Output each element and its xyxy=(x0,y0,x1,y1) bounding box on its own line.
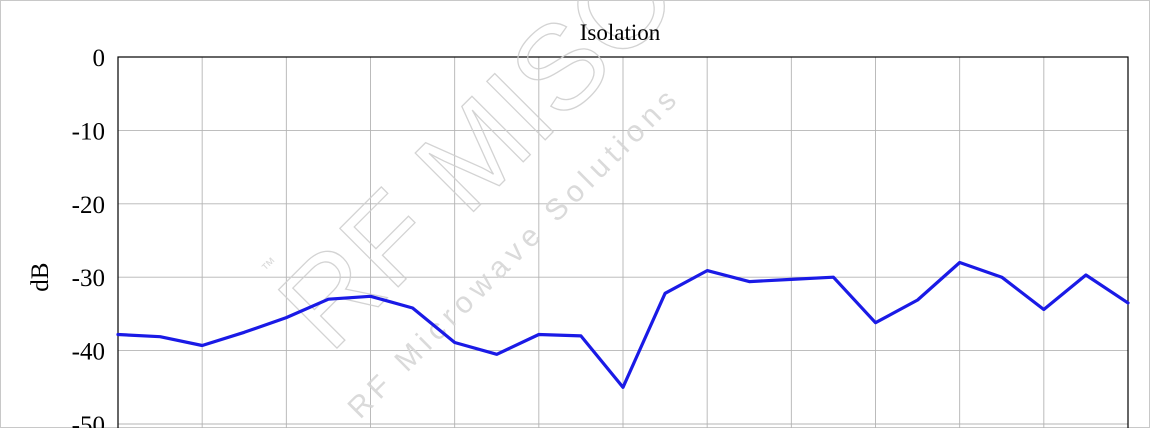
y-tick-label: -50 xyxy=(72,412,105,428)
y-tick-label: -10 xyxy=(72,118,105,145)
y-tick-label: -20 xyxy=(72,192,105,219)
series-line xyxy=(116,260,1130,389)
grid-lines xyxy=(118,57,1128,428)
plot-border xyxy=(117,56,1129,428)
y-tick-label: -30 xyxy=(72,265,105,292)
y-tick-label: -40 xyxy=(72,339,105,366)
y-axis-label: dB xyxy=(27,263,54,292)
y-tick-labels: 0 -10 -20 -30 -40 -50 xyxy=(72,45,105,428)
chart-title: Isolation xyxy=(580,20,661,45)
y-tick-label: 0 xyxy=(93,45,106,72)
watermark-brand: RF MISO xyxy=(254,0,702,373)
series-lines xyxy=(116,260,1130,389)
